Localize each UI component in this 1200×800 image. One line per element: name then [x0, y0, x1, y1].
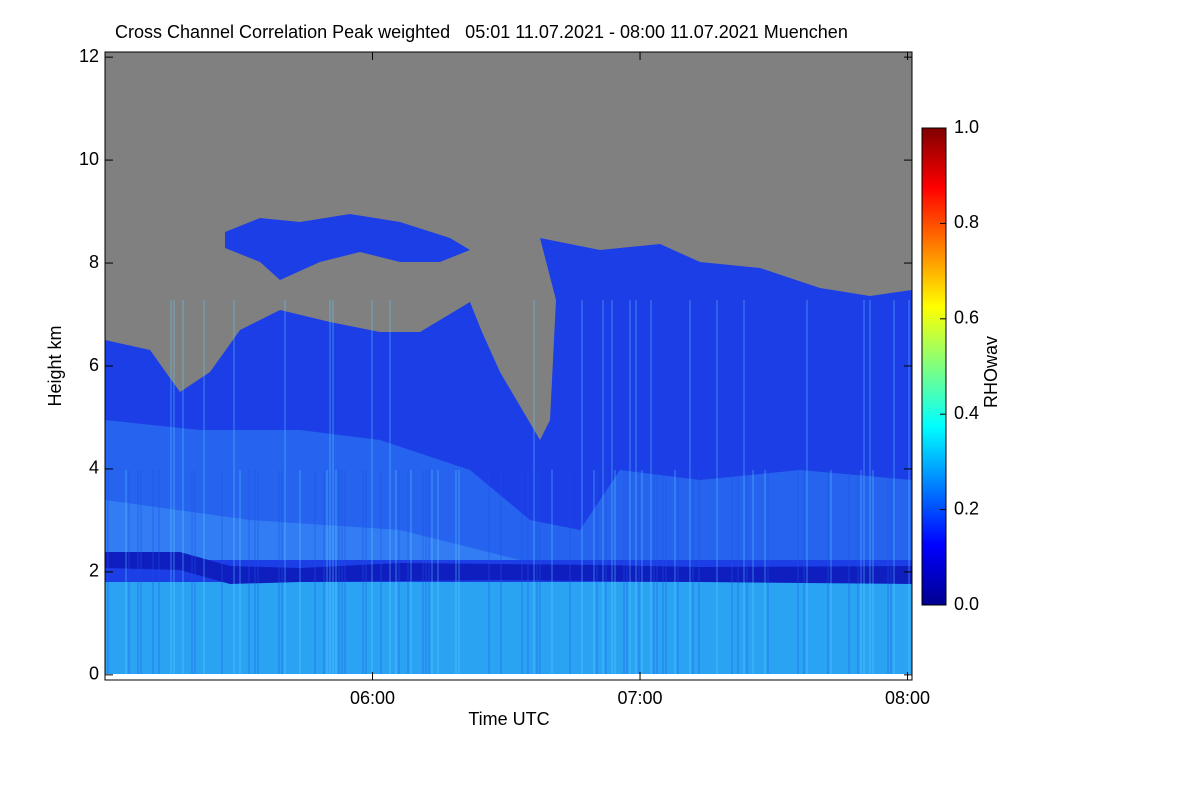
- colorbar-tick-label: 0.6: [954, 308, 979, 328]
- colorbar-tick-label: 0.4: [954, 403, 979, 423]
- colorbar-tick-label: 0.8: [954, 212, 979, 232]
- bottom-gap: [105, 674, 912, 680]
- low-layer: [105, 582, 912, 674]
- signal-area: [225, 214, 470, 280]
- y-tick-label: 0: [89, 664, 99, 684]
- y-axis-label: Height km: [45, 325, 65, 406]
- y-tick-label: 4: [89, 458, 99, 478]
- signal-area: [105, 500, 520, 560]
- y-tick-label: 2: [89, 561, 99, 581]
- x-axis-label: Time UTC: [468, 709, 549, 729]
- y-tick-label: 6: [89, 355, 99, 375]
- y-tick-label: 8: [89, 252, 99, 272]
- x-tick-label: 08:00: [885, 688, 930, 708]
- chart-title: Cross Channel Correlation Peak weighted …: [115, 22, 848, 42]
- colorbar-tick-label: 0.0: [954, 594, 979, 614]
- colorbar-tick-label: 1.0: [954, 117, 979, 137]
- x-tick-label: 07:00: [618, 688, 663, 708]
- heatmap-field: [105, 52, 912, 680]
- colorbar: [921, 127, 947, 606]
- signal-area: [105, 552, 912, 584]
- colorbar-tick-label: 0.2: [954, 498, 979, 518]
- colorbar-label: RHOwav: [981, 336, 1001, 408]
- x-tick-label: 06:00: [350, 688, 395, 708]
- y-tick-label: 12: [79, 46, 99, 66]
- y-tick-label: 10: [79, 149, 99, 169]
